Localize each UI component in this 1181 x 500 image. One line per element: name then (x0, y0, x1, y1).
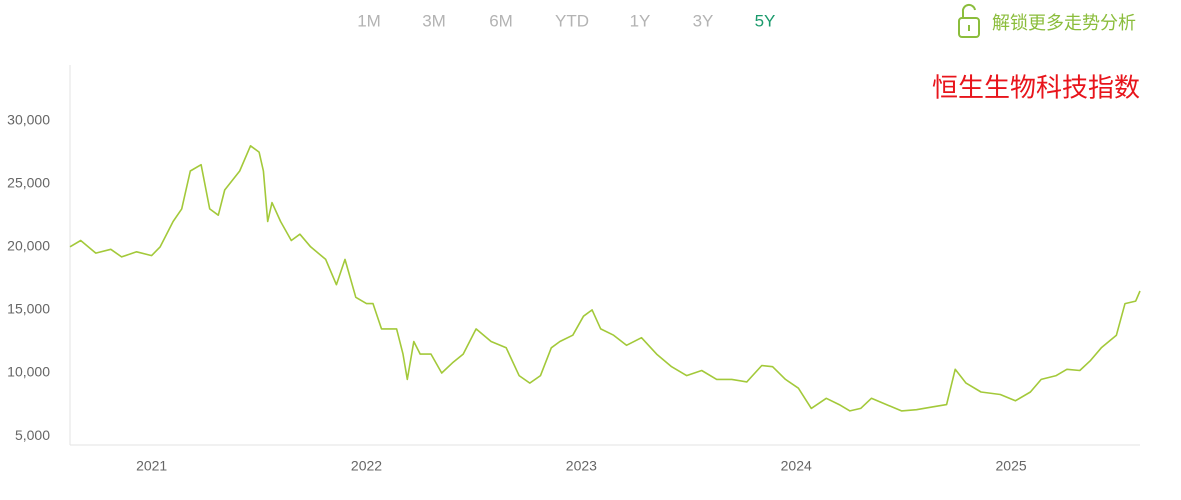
range-button[interactable]: YTD (555, 11, 589, 30)
y-tick-label: 30,000 (7, 111, 50, 127)
x-tick-label: 2022 (351, 458, 382, 474)
x-tick-label: 2021 (136, 458, 167, 474)
x-tick-label: 2023 (566, 458, 597, 474)
y-tick-label: 15,000 (7, 301, 50, 317)
range-button[interactable]: 5Y (755, 11, 776, 30)
unlock-button[interactable]: 解锁更多走势分析 (958, 3, 1136, 38)
y-tick-label: 5,000 (15, 427, 50, 443)
y-tick-label: 10,000 (7, 364, 50, 380)
x-tick-label: 2025 (996, 458, 1027, 474)
x-tick-label: 2024 (781, 458, 812, 474)
unlock-text[interactable]: 解锁更多走势分析 (992, 13, 1136, 34)
y-tick-label: 25,000 (7, 174, 50, 190)
lock-shackle (961, 3, 976, 18)
range-button[interactable]: 1Y (630, 11, 651, 30)
lock-icon (958, 17, 980, 38)
range-button[interactable]: 6M (489, 11, 513, 30)
range-button[interactable]: 3M (422, 11, 446, 30)
y-tick-label: 20,000 (7, 237, 50, 253)
range-toolbar: 1M 3M 6M YTD 1Y 3Y 5Y (357, 11, 775, 30)
range-button[interactable]: 1M (357, 11, 381, 30)
line-series (69, 145, 1141, 412)
annotation: 恒生生物科技指数 (932, 74, 1140, 104)
range-button[interactable]: 3Y (693, 11, 714, 30)
